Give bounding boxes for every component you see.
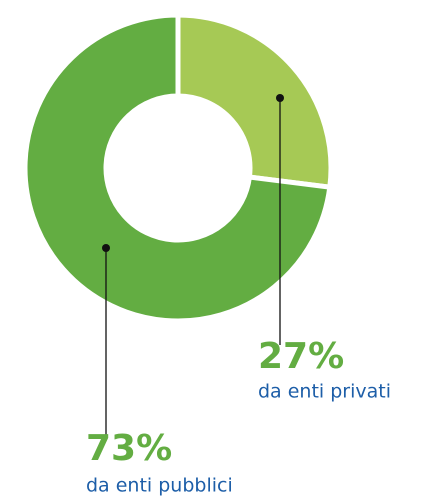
value-label: 73%	[86, 428, 172, 469]
value-label: 27%	[258, 336, 344, 377]
donut-slice	[175, 12, 334, 190]
donut-slice	[22, 12, 333, 324]
category-label: da enti pubblici	[86, 475, 233, 497]
leader-dot	[276, 94, 284, 102]
category-label: da enti privati	[258, 381, 391, 403]
leader-dot	[102, 244, 110, 252]
